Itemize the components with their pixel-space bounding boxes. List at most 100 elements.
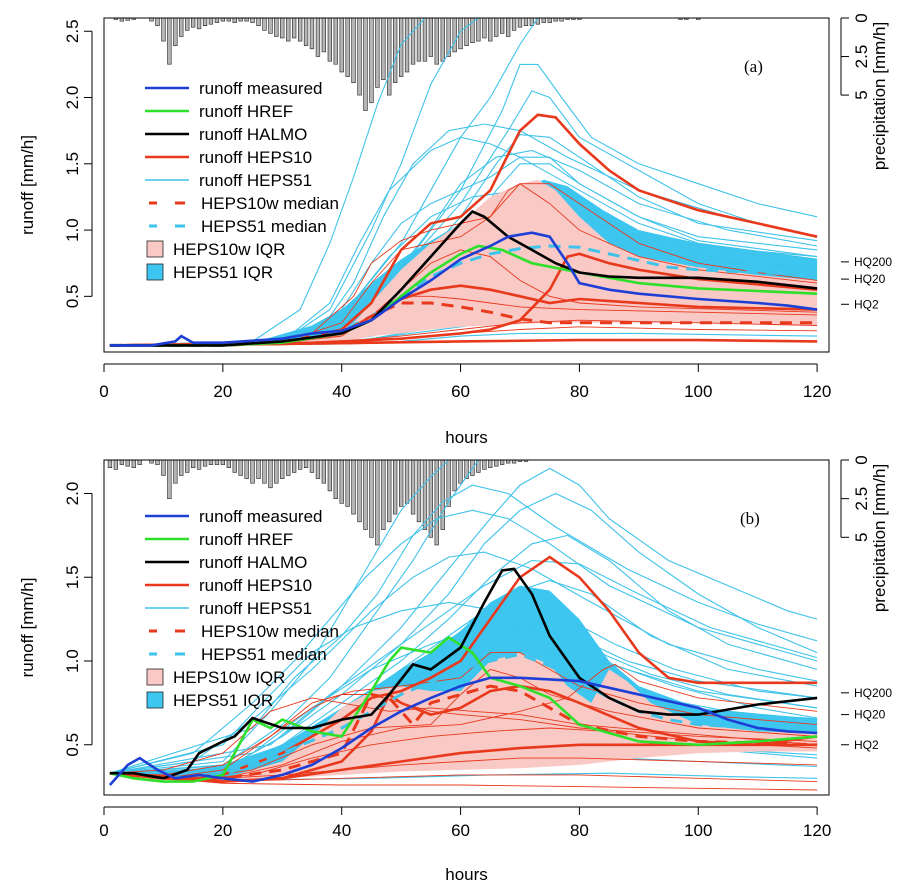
heps10-member-line xyxy=(109,684,818,783)
precip-bar xyxy=(333,460,338,500)
precip-bar xyxy=(494,460,499,467)
precip-bar xyxy=(440,460,445,530)
precip-bar xyxy=(167,18,172,65)
precip-bar xyxy=(553,18,558,22)
precip-bar xyxy=(428,18,434,57)
y2-tick-label: 0 xyxy=(852,455,871,464)
precip-bar xyxy=(684,18,689,20)
heps10-member-line xyxy=(109,252,818,347)
measured-line xyxy=(109,231,818,347)
heps10-member-line xyxy=(109,772,818,791)
precip-bar xyxy=(238,18,243,22)
precip-bar xyxy=(529,18,535,26)
precip-bar xyxy=(452,18,457,53)
precip-bar xyxy=(482,460,487,470)
heps10-member-line xyxy=(109,113,818,347)
precip-bar xyxy=(149,18,154,22)
precip-bar xyxy=(499,460,505,465)
heps51-member-line xyxy=(109,467,818,774)
precip-bar xyxy=(238,460,243,476)
precip-bar xyxy=(494,18,499,37)
precip-bar xyxy=(398,460,404,507)
heps10-member-line xyxy=(109,757,818,779)
y-tick-label: 1.0 xyxy=(63,649,82,673)
precip-bar xyxy=(565,18,570,20)
halmo-line xyxy=(109,567,818,780)
y2-tick-label: 5 xyxy=(852,533,871,542)
precip-bar xyxy=(458,460,463,484)
precip-bar xyxy=(280,18,285,39)
precip-bar xyxy=(381,460,386,530)
precip-bar xyxy=(410,460,416,515)
precip-bar xyxy=(113,460,119,470)
y-tick-label: 2.5 xyxy=(63,19,82,43)
precip-bar xyxy=(208,18,214,25)
precip-bar xyxy=(351,18,356,83)
precip-bar xyxy=(244,460,249,479)
legend-label: HEPS51 IQR xyxy=(173,263,273,282)
legend-label: runoff HEPS51 xyxy=(199,171,312,190)
precip-bar xyxy=(369,460,374,538)
halmo-line xyxy=(109,209,818,347)
precip-bar xyxy=(404,460,410,504)
y-tick-label: 0.5 xyxy=(63,733,82,757)
precip-bar xyxy=(274,460,279,484)
legend-label: HEPS51 median xyxy=(201,645,327,664)
precip-bar xyxy=(392,18,398,83)
heps51-member-line xyxy=(109,484,818,774)
precip-bar xyxy=(499,18,505,34)
precip-bar xyxy=(297,18,303,42)
legend-swatch xyxy=(146,240,164,258)
precip-bar xyxy=(375,460,380,546)
measured-line xyxy=(108,676,818,786)
precip-bar xyxy=(297,460,303,470)
y-tick-label: 1.5 xyxy=(63,152,82,176)
precip-bar xyxy=(226,460,232,468)
x-axis-label: hours xyxy=(445,865,488,884)
precip-bar xyxy=(363,460,368,530)
x-tick-label: 40 xyxy=(332,382,351,401)
precip-bar xyxy=(452,460,457,492)
heps51-member-line xyxy=(109,18,539,346)
precip-bar xyxy=(464,460,469,479)
precip-bar xyxy=(309,18,315,50)
y-tick-label: 0.5 xyxy=(63,285,82,309)
precip-bar xyxy=(345,460,350,507)
precip-bar xyxy=(232,460,237,473)
precip-bar xyxy=(363,18,368,111)
legend-label: HEPS51 median xyxy=(201,217,327,236)
hq-label: HQ20 xyxy=(854,272,886,286)
precip-bar xyxy=(286,460,291,476)
y-tick-label: 2.0 xyxy=(63,86,82,110)
precip-bar xyxy=(256,460,261,479)
precip-bar xyxy=(173,460,178,484)
precip-bar xyxy=(250,460,255,484)
heps10-iqr-band xyxy=(109,652,818,782)
heps10w-median-line xyxy=(109,684,818,780)
precip-bar xyxy=(398,18,404,77)
x-tick-label: 100 xyxy=(684,821,712,840)
precip-bar xyxy=(137,460,142,465)
precip-bar xyxy=(345,18,350,77)
precip-bar xyxy=(191,460,196,468)
precip-bar xyxy=(274,18,279,37)
legend-label: runoff HEPS10 xyxy=(199,148,312,167)
precip-bar xyxy=(428,460,434,538)
chart-panel-a: 0 20 40 60 80 100 120 hours 0.5 1.0 1.5 2.0 2.5 runof… xyxy=(18,13,892,447)
precip-bar xyxy=(196,18,202,30)
legend-label: runoff HEPS10 xyxy=(199,576,312,595)
precip-bar xyxy=(250,18,255,23)
legend-label: HEPS51 IQR xyxy=(173,691,273,710)
precip-bar xyxy=(321,460,327,484)
precip-bar xyxy=(357,18,362,96)
plot-area xyxy=(107,460,818,791)
precip-bar xyxy=(303,18,309,47)
precip-bar xyxy=(511,18,517,31)
precip-bar xyxy=(185,460,190,473)
precip-bar xyxy=(696,18,701,20)
legend: runoff measured runoff HREF runoff HALMO ru… xyxy=(145,79,339,282)
precip-bar xyxy=(541,18,546,23)
precip-bar xyxy=(392,460,398,515)
precip-bar xyxy=(196,460,202,470)
heps10-member-line xyxy=(109,183,818,346)
